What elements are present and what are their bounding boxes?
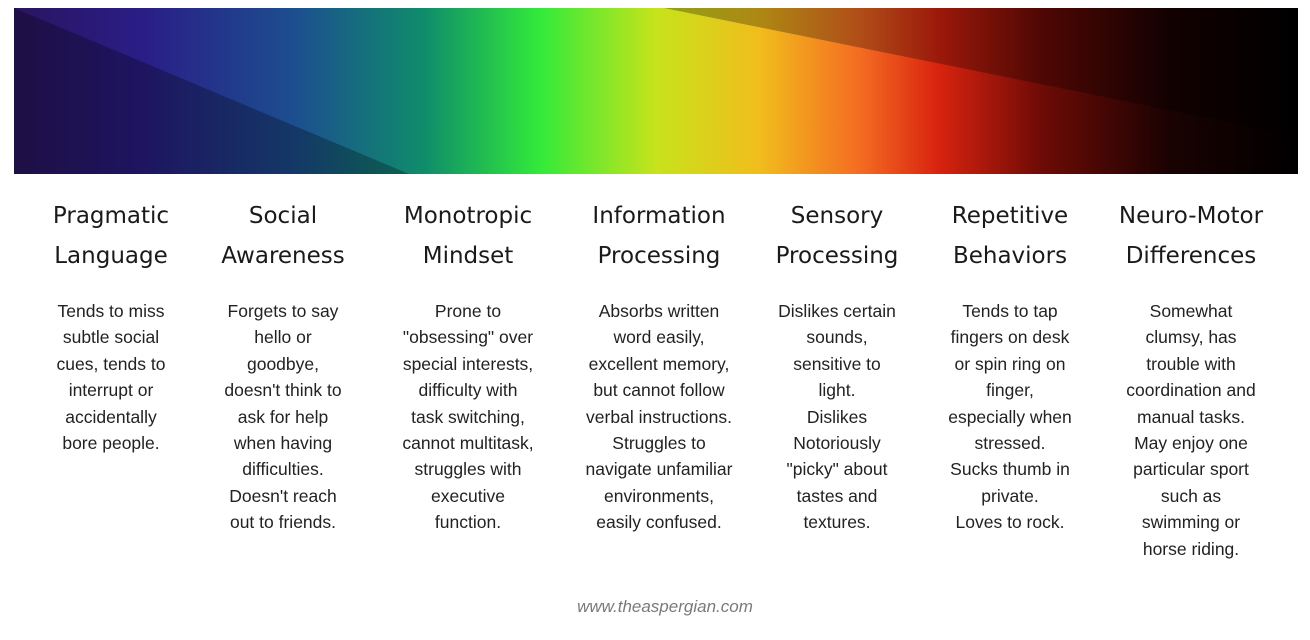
column-pragmatic-language: Pragmatic Language Tends to miss subtle … — [28, 196, 194, 456]
column-title: Monotropic Mindset — [403, 203, 533, 269]
column-sensory-processing: Sensory Processing Dislikes certain soun… — [756, 196, 918, 536]
spectrum-right-shade — [664, 8, 1298, 136]
column-repetitive-behaviors: Repetitive Behaviors Tends to tap finger… — [922, 196, 1098, 536]
column-description: Tends to miss subtle social cues, tends … — [56, 301, 166, 454]
column-title: Repetitive Behaviors — [951, 203, 1069, 269]
spectrum-banner — [14, 8, 1298, 174]
column-description: Absorbs written word easily, excellent m… — [585, 301, 733, 533]
column-monotropic-mindset: Monotropic Mindset Prone to "obsessing" … — [376, 196, 560, 536]
column-description: Somewhat clumsy, has trouble with coordi… — [1126, 301, 1256, 559]
column-title: Pragmatic Language — [52, 203, 170, 269]
spectrum-gradient — [14, 8, 1298, 174]
column-information-processing: Information Processing Absorbs written w… — [560, 196, 758, 536]
column-description: Tends to tap fingers on desk or spin rin… — [948, 301, 1072, 533]
column-social-awareness: Social Awareness Forgets to say hello or… — [200, 196, 366, 536]
column-title: Social Awareness — [221, 203, 345, 269]
column-description: Forgets to say hello or goodbye, doesn't… — [224, 301, 342, 533]
column-description: Dislikes certain sounds, sensitive to li… — [778, 301, 896, 533]
column-title: Sensory Processing — [775, 203, 899, 269]
column-title: Neuro-Motor Differences — [1118, 203, 1264, 269]
website-credit: www.theaspergian.com — [577, 597, 753, 616]
column-neuro-motor-differences: Neuro-Motor Differences Somewhat clumsy,… — [1098, 196, 1284, 562]
spectrum-left-shade — [14, 8, 409, 174]
column-description: Prone to "obsessing" over special intere… — [402, 301, 534, 533]
trait-columns: Pragmatic Language Tends to miss subtle … — [0, 196, 1310, 616]
column-title: Information Processing — [592, 203, 726, 269]
